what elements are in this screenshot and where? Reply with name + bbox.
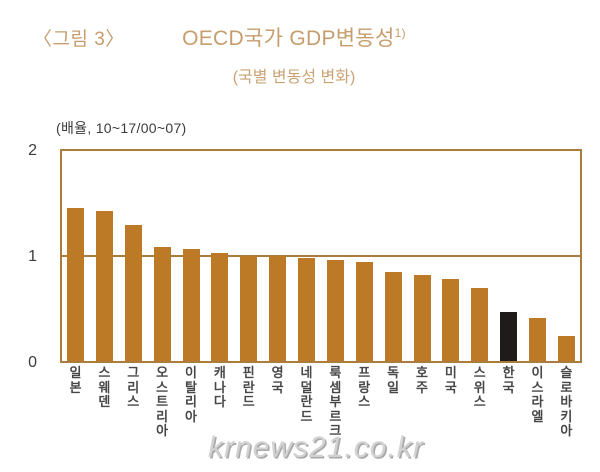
bar [67,207,84,361]
bar [529,317,546,361]
chart-plot-area [60,149,582,363]
figure-label: 〈그림 3〉 [33,29,125,50]
bar-series [62,151,580,361]
y-tick-label-0: 0 [28,354,37,371]
chart-title-text: OECD국가 GDP변동성 [182,27,395,50]
bar [211,252,229,361]
bar [95,210,113,361]
y-tick-label-2: 2 [28,142,37,159]
bar [384,271,402,361]
chart-subtitle: (국별 변동성 변화) [232,69,356,86]
bar [298,258,315,361]
bar [557,335,575,361]
bar-highlight-korea [500,311,518,361]
y-axis-unit-label: (배율, 10~17/00~07) [56,120,187,136]
bar [124,224,142,361]
bar [269,256,287,361]
bar [153,246,171,361]
bar [413,274,431,361]
bar [442,279,460,361]
bar [182,248,200,361]
chart-title-footnote-marker: 1) [394,26,406,40]
bar [355,262,373,361]
reference-line-1 [62,255,580,257]
bar [471,287,489,361]
chart-title: OECD국가 GDP변동성1) [0,22,588,52]
bar [326,260,344,361]
bar [240,256,258,361]
y-tick-label-1: 1 [28,248,37,265]
